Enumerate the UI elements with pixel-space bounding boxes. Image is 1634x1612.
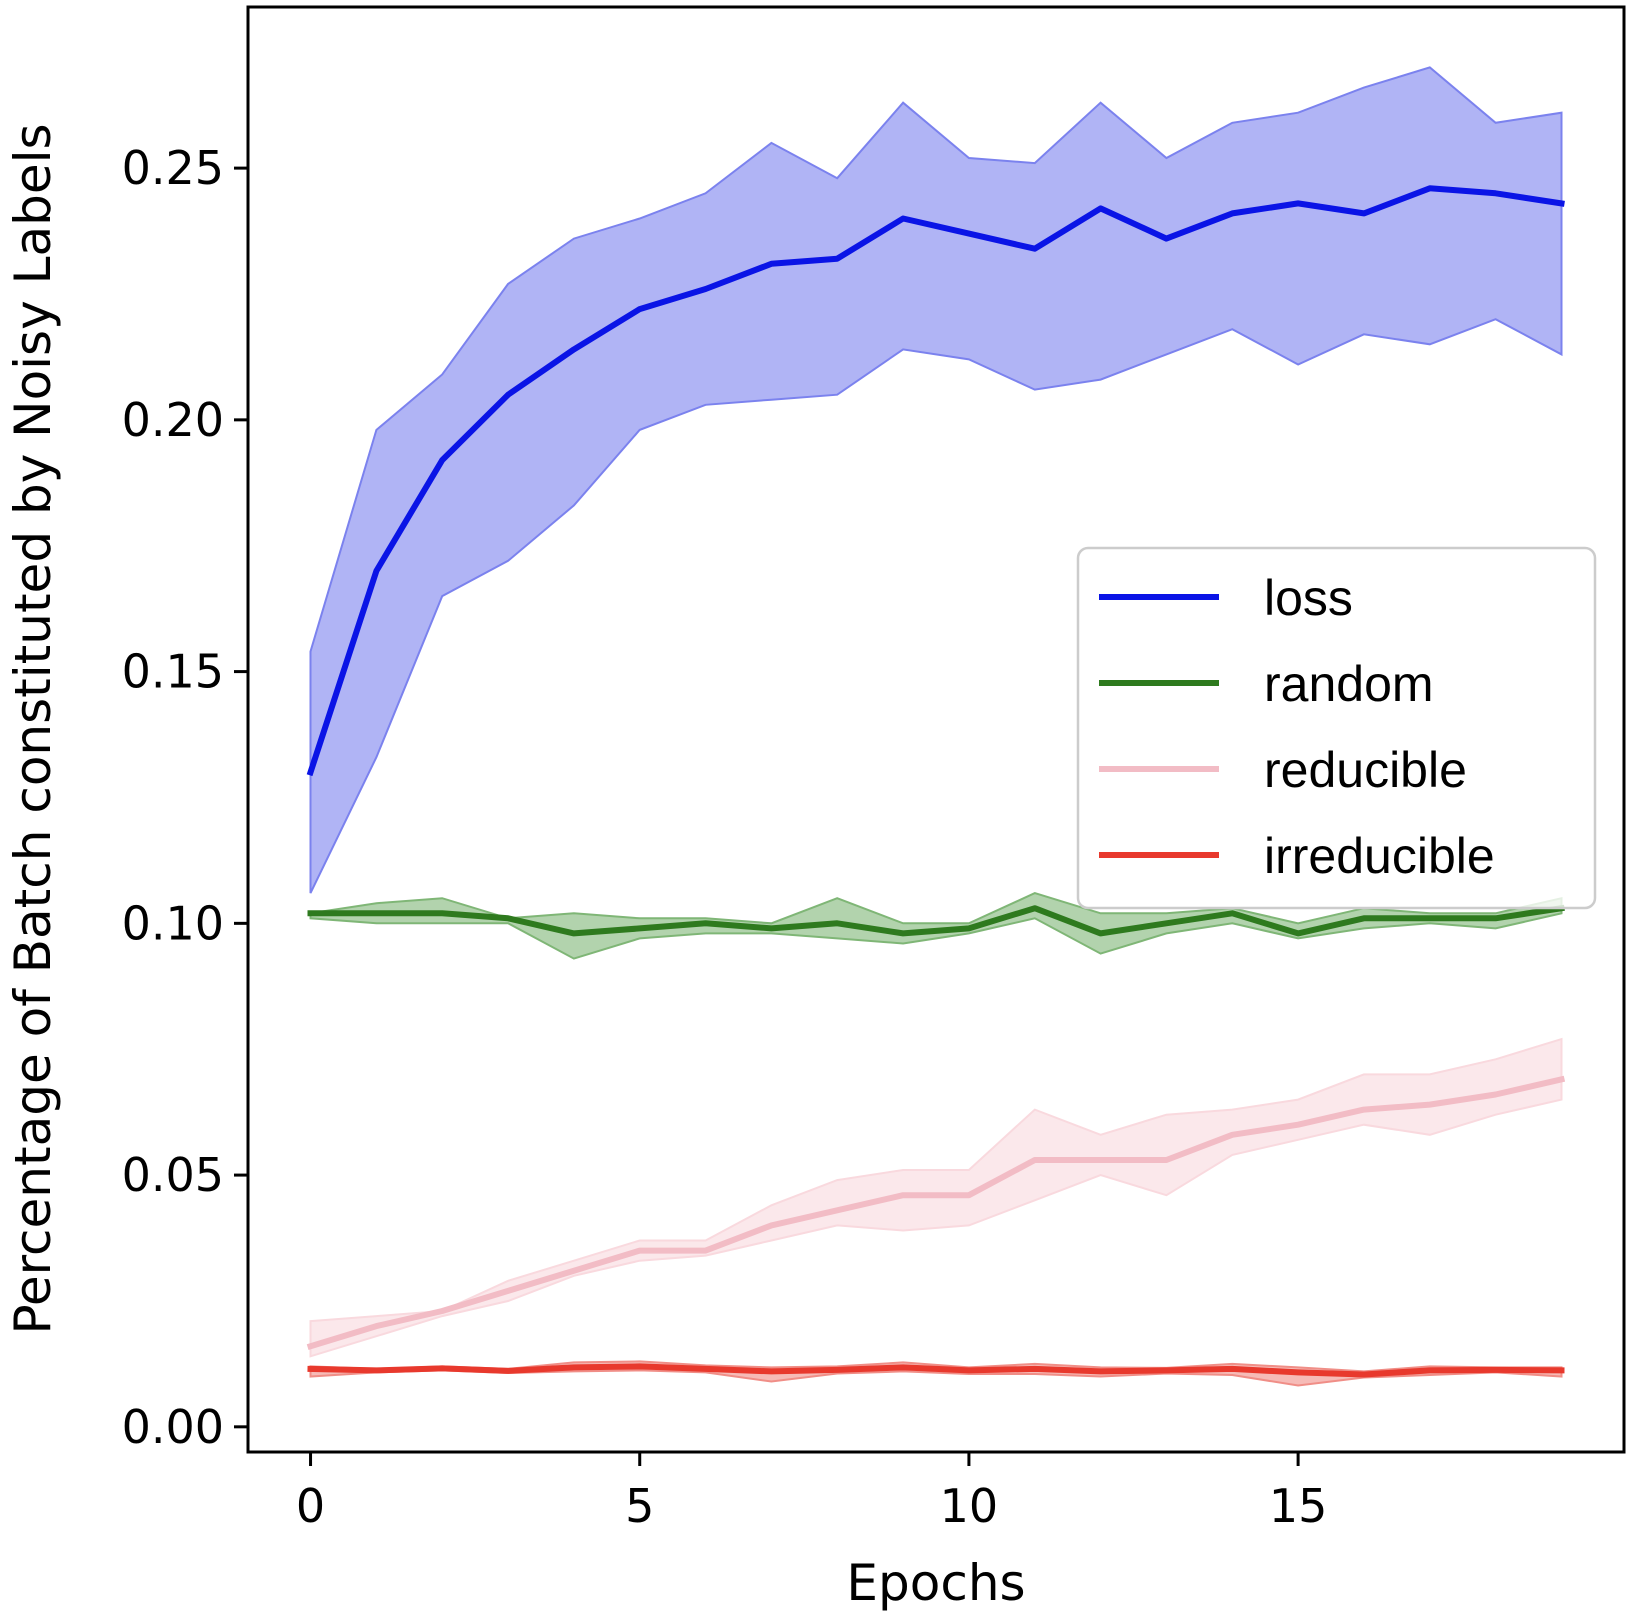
y-tick-label: 0.05 [122,1148,224,1202]
legend-box [1076,546,1597,910]
y-tick-label: 0.20 [122,393,224,447]
band-random [309,892,1563,960]
x-axis-label: Epochs [846,1554,1025,1612]
plot-frame [246,5,1626,1454]
legend-label-reducible: reducible [1264,742,1467,798]
series-lines [306,185,1566,1378]
y-tick-label: 0.25 [122,141,224,195]
y-tick-label: 0.15 [122,645,224,699]
legend: loss random reducible irreducible [1076,546,1597,910]
band-loss [309,66,1563,894]
x-tick-label: 0 [296,1479,325,1533]
line-irreducible [307,1363,1565,1378]
x-tick-label: 10 [940,1479,999,1533]
legend-label-loss: loss [1264,570,1353,626]
line-random [307,904,1565,937]
y-tick-label: 0.10 [122,896,224,950]
y-axis-ticks: 0.00 0.05 0.10 0.15 0.20 0.25 [122,141,248,1454]
legend-label-irreducible: irreducible [1264,828,1495,884]
legend-label-random: random [1264,656,1434,712]
line-loss [306,185,1565,777]
x-tick-label: 5 [625,1479,654,1533]
y-tick-label: 0.00 [122,1400,224,1454]
x-axis-ticks: 0 5 10 15 [296,1452,1327,1533]
x-tick-label: 15 [1269,1479,1328,1533]
line-reducible [306,1075,1566,1351]
y-axis-label: Percentage of Batch constituted by Noisy… [4,123,62,1334]
